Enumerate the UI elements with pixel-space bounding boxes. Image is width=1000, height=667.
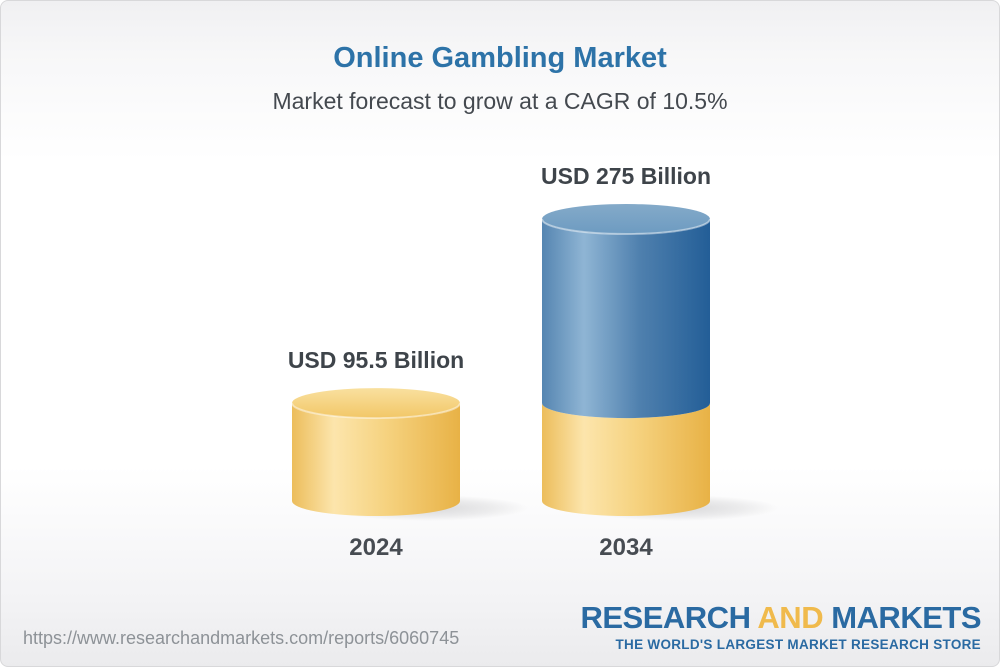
category-label-2034: 2034	[599, 534, 653, 561]
brand-logo: RESEARCH AND MARKETS THE WORLD'S LARGEST…	[580, 602, 981, 652]
logo-word-and: AND	[757, 600, 824, 635]
cylinder-rim-highlight	[291, 402, 461, 420]
category-label-2024: 2024	[349, 534, 403, 561]
cylinder-bar-2024	[291, 388, 461, 516]
logo-wordmark: RESEARCH AND MARKETS	[580, 602, 981, 633]
cylinder-segment	[542, 219, 710, 419]
cylinder-top	[542, 204, 710, 234]
logo-word-markets: MARKETS	[831, 600, 981, 635]
cylinder-top	[292, 388, 460, 419]
logo-word-research: RESEARCH	[580, 600, 751, 635]
cylinder-segment	[292, 403, 460, 516]
value-label-2024: USD 95.5 Billion	[287, 347, 465, 374]
cylinder-bar-2034	[541, 204, 711, 516]
cylinder-segment	[542, 403, 710, 516]
page-title: Online Gambling Market	[333, 42, 667, 74]
cylinder-rim-highlight	[541, 218, 711, 235]
logo-tagline: THE WORLD'S LARGEST MARKET RESEARCH STOR…	[615, 637, 981, 652]
source-url[interactable]: https://www.researchandmarkets.com/repor…	[23, 628, 460, 648]
value-label-2034: USD 275 Billion	[541, 163, 711, 189]
page-subtitle: Market forecast to grow at a CAGR of 10.…	[272, 88, 728, 114]
